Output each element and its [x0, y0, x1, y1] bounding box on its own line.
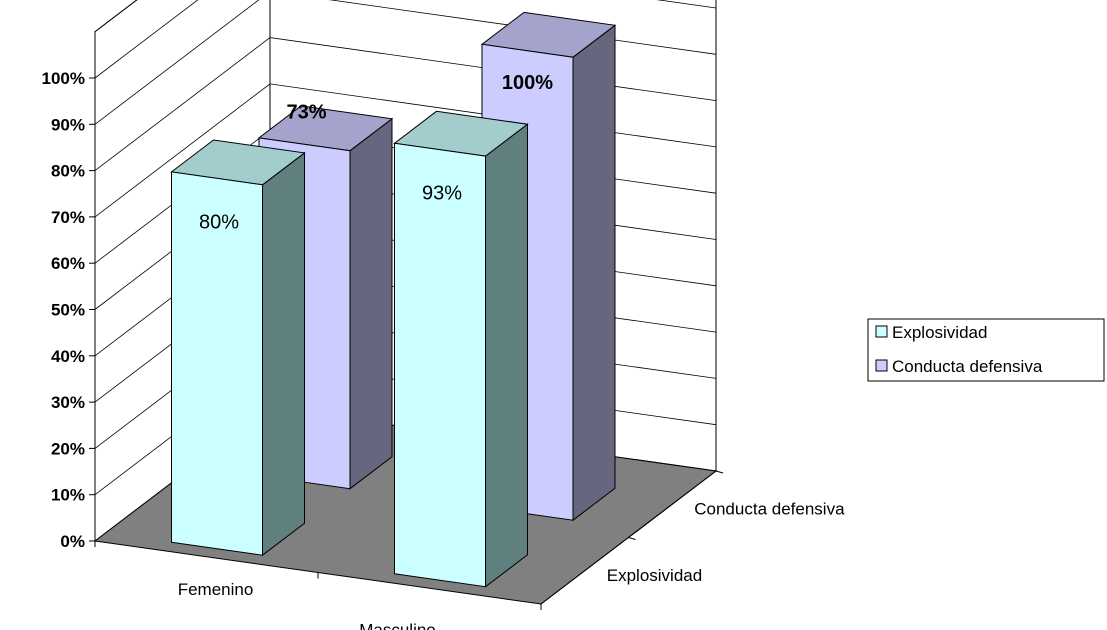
bar-side-explosividad	[485, 123, 528, 588]
bar-front-explosividad	[171, 171, 263, 556]
data-label-conducta-defensiva: 100%	[502, 72, 553, 94]
bar-side-explosividad	[262, 151, 305, 557]
y-tick-label: 100%	[42, 69, 85, 88]
y-tick-label: 60%	[51, 254, 85, 273]
legend-swatch-explosividad	[875, 325, 888, 338]
data-label-conducta-defensiva: 73%	[286, 101, 326, 123]
x-category-label: Masculino	[359, 620, 436, 630]
depth-tick-mark	[628, 537, 636, 540]
depth-category-label: Explosividad	[607, 566, 702, 585]
chart-legend: Explosividad Conducta defensiva	[867, 318, 1105, 382]
bar-side-conducta-defensiva	[572, 24, 616, 522]
chart-bars	[170, 11, 617, 588]
y-tick-label: 90%	[51, 115, 85, 134]
data-label-explosividad: 80%	[199, 211, 239, 233]
data-label-explosividad: 93%	[422, 183, 462, 205]
bar-side-conducta-defensiva	[349, 117, 393, 490]
depth-tick-mark	[715, 470, 724, 474]
legend-label-conducta-defensiva: Conducta defensiva	[892, 357, 1043, 376]
y-tick-label: 20%	[51, 439, 85, 458]
bar-front-explosividad	[394, 142, 486, 588]
y-tick-label: 10%	[51, 486, 85, 505]
legend-box	[867, 318, 1105, 382]
y-tick-label: 0%	[60, 532, 85, 551]
y-tick-label: 70%	[51, 208, 85, 227]
gridline	[94, 0, 717, 79]
chart-labels: Femenino Masculino Explosividad Conducta de…	[178, 72, 845, 630]
chart-axes: 0% 10% 20% 30% 40% 50% 60% 70% 80% 90% 100%	[42, 69, 724, 610]
legend-label-explosividad: Explosividad	[892, 323, 987, 342]
legend-swatch-conducta-defensiva	[875, 359, 888, 372]
x-category-label: Femenino	[178, 580, 254, 599]
y-tick-label: 50%	[51, 301, 85, 320]
y-tick-label: 30%	[51, 393, 85, 412]
y-tick-label: 40%	[51, 347, 85, 366]
y-tick-label: 80%	[51, 162, 85, 181]
depth-category-label: Conducta defensiva	[694, 499, 845, 518]
